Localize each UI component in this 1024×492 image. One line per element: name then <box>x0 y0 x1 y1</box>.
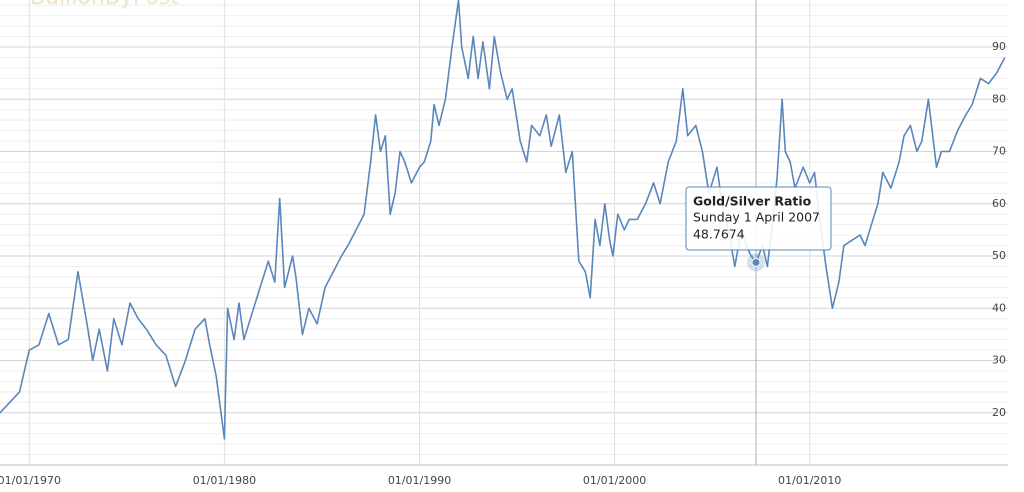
grid: 20 30 40 50 60 70 80 90 01/01/1970 01/01/1980 01/0… <box>0 0 1008 487</box>
x-tick-label: 01/01/2000 <box>583 474 646 487</box>
y-tick-label: 30 <box>992 354 1006 367</box>
x-tick-label: 01/01/1980 <box>193 474 256 487</box>
x-tick-label: 01/01/1970 <box>0 474 61 487</box>
tooltip-title: Gold/Silver Ratio <box>693 194 812 209</box>
plot <box>0 0 1006 440</box>
y-tick-label: 70 <box>992 145 1006 158</box>
hover-point <box>751 257 761 267</box>
series-line <box>0 0 1006 440</box>
logo: BullionByPost <box>30 0 179 10</box>
y-tick-label: 80 <box>992 92 1006 105</box>
tooltip-box <box>685 186 832 251</box>
tooltip-value: 48.7674 <box>693 227 745 242</box>
y-tick-label: 40 <box>992 301 1006 314</box>
y-tick-label: 90 <box>992 40 1006 53</box>
y-tick-label: 60 <box>992 197 1006 210</box>
x-tick-label: 01/01/2010 <box>778 474 841 487</box>
tooltip-date: Sunday 1 April 2007 <box>693 210 820 225</box>
x-tick-label: 01/01/1990 <box>388 474 451 487</box>
y-tick-label: 20 <box>992 406 1006 419</box>
y-tick-label: 50 <box>992 249 1006 262</box>
